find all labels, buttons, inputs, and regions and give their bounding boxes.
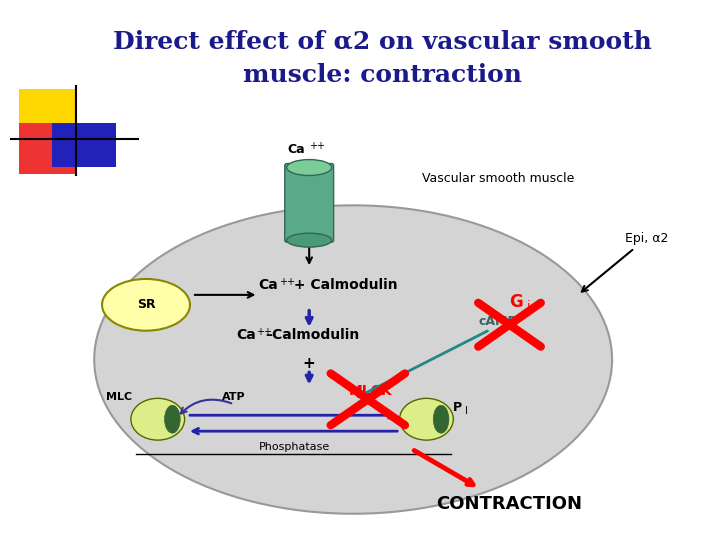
Text: SR: SR xyxy=(137,298,156,312)
Bar xyxy=(52,123,116,166)
Text: Vascular smooth muscle: Vascular smooth muscle xyxy=(421,172,574,185)
Text: Ca: Ca xyxy=(236,328,256,342)
Text: Phosphatase: Phosphatase xyxy=(259,442,330,452)
Bar xyxy=(19,123,76,174)
Ellipse shape xyxy=(433,406,449,433)
Text: MLCK: MLCK xyxy=(348,384,392,399)
Text: CONTRACTION: CONTRACTION xyxy=(436,495,582,513)
Ellipse shape xyxy=(287,160,332,176)
Text: Ca: Ca xyxy=(258,278,278,292)
Text: –Calmodulin: –Calmodulin xyxy=(265,328,359,342)
Text: ++: ++ xyxy=(309,140,325,151)
Text: muscle: contraction: muscle: contraction xyxy=(243,63,522,87)
Text: ++: ++ xyxy=(256,327,272,336)
Text: Epi, α2: Epi, α2 xyxy=(625,232,668,245)
Ellipse shape xyxy=(94,205,612,514)
Text: I: I xyxy=(464,406,467,416)
Text: G: G xyxy=(510,293,523,311)
Bar xyxy=(19,89,76,140)
Ellipse shape xyxy=(165,406,180,433)
Text: MLC: MLC xyxy=(106,393,132,402)
Ellipse shape xyxy=(131,399,184,440)
Text: i: i xyxy=(527,300,531,313)
Ellipse shape xyxy=(287,233,332,247)
Text: ++: ++ xyxy=(279,277,295,287)
Text: +: + xyxy=(303,355,315,370)
FancyBboxPatch shape xyxy=(284,164,333,242)
Text: Direct effect of α2 on vascular smooth: Direct effect of α2 on vascular smooth xyxy=(113,29,652,53)
Text: cAMP: cAMP xyxy=(478,315,517,328)
Text: P: P xyxy=(453,401,462,414)
Text: Ca: Ca xyxy=(288,143,305,156)
Text: ATP: ATP xyxy=(222,393,246,402)
Text: + Calmodulin: + Calmodulin xyxy=(289,278,397,292)
Ellipse shape xyxy=(400,399,454,440)
Ellipse shape xyxy=(102,279,190,330)
